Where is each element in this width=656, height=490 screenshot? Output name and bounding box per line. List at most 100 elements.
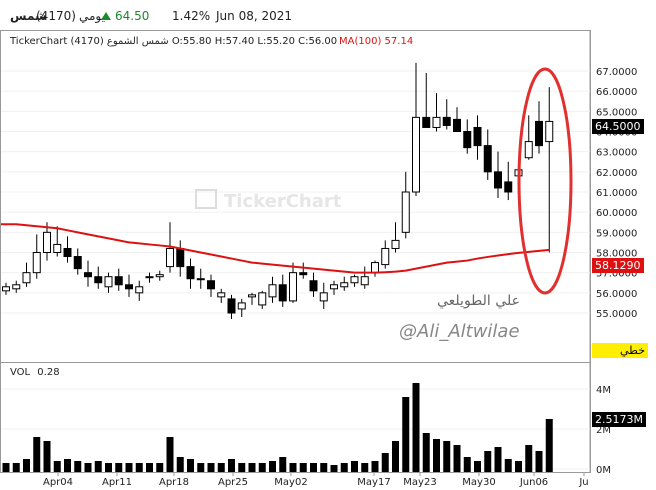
candle [104, 272, 113, 293]
volume-bar [258, 463, 266, 472]
volume-bar [84, 463, 92, 472]
up-arrow-icon [101, 12, 111, 20]
current-price-box: 64.5000 [592, 119, 644, 134]
candle [350, 274, 359, 287]
quote-header: شمس (4170) يومي 64.50 1.42% Jun 08, 2021 [0, 0, 656, 32]
volume-bar [2, 463, 10, 472]
candle [207, 274, 215, 297]
volume-label: VOL 0.28 [10, 367, 60, 378]
price-tick-label: 67.0000 [596, 67, 637, 78]
candle [319, 282, 328, 309]
candle [330, 280, 338, 295]
symbol-code: (4170) [36, 9, 76, 23]
volume-bar [381, 453, 389, 472]
candle [32, 234, 41, 279]
ma-value: 57.14 [384, 36, 414, 47]
volume-bar [453, 445, 461, 472]
volume-bar [166, 437, 174, 472]
watermark-handle: @Ali_Altwilae [399, 321, 520, 342]
brand-label: TickerChart [10, 36, 68, 47]
price-tick-label: 56.0000 [596, 289, 637, 300]
volume-bar [33, 437, 41, 472]
x-axis-label: Apr25 [218, 477, 248, 488]
volume-bar [12, 463, 20, 472]
x-axis-label: Apr04 [43, 477, 73, 488]
candle [268, 276, 277, 303]
price-tick-label: 58.0000 [596, 249, 637, 260]
volume-bar [504, 459, 512, 472]
price-tick-label: 55.0000 [596, 309, 637, 320]
candle [524, 115, 533, 160]
volume-bar [176, 457, 184, 472]
watermark-brand: TickerChart [224, 191, 342, 212]
watermark-logo [195, 189, 217, 209]
candle [145, 272, 154, 283]
candle [114, 268, 123, 291]
volume-bar [248, 463, 256, 472]
volume-bar [422, 433, 430, 472]
quote-date: Jun 08, 2021 [216, 9, 293, 23]
volume-bar [125, 463, 133, 472]
candle [155, 270, 164, 281]
candle [432, 93, 441, 132]
candle [463, 119, 472, 154]
candle [22, 262, 31, 287]
volume-bar [474, 461, 481, 472]
candle [73, 248, 82, 275]
volume-bar [525, 445, 533, 472]
candle [227, 294, 236, 320]
volume-bar [535, 451, 543, 472]
volume-bar [351, 461, 358, 472]
candle [309, 272, 318, 297]
candle [94, 266, 103, 289]
candle [237, 298, 246, 318]
volume-tick-label: 4M [596, 385, 611, 396]
price-tick-label: 66.0000 [596, 87, 637, 98]
candle [278, 274, 287, 307]
volume-tick-label: 2M [596, 425, 611, 436]
volume-bar [361, 463, 369, 472]
candle [442, 99, 451, 130]
candle [412, 62, 420, 197]
volume-bar [217, 463, 225, 472]
change-percent: 1.42% [172, 9, 211, 23]
volume-bar [94, 461, 102, 472]
price-tick-label: 63.0000 [596, 148, 637, 159]
candle [248, 292, 256, 305]
volume-bar [23, 459, 30, 472]
volume-indicator-value: 0.28 [37, 367, 60, 378]
volume-bar [484, 451, 492, 472]
ma-label: MA(100) [339, 36, 382, 47]
candle [12, 280, 21, 293]
price-tick-label: 59.0000 [596, 228, 637, 239]
candle [53, 226, 62, 257]
series-description: شمس الشموع (4170) O:55.80 H:57.40 L:55.2… [70, 36, 338, 47]
last-price: 64.50 [115, 9, 150, 23]
candle [473, 115, 482, 160]
volume-bar [43, 441, 51, 472]
candle [535, 101, 543, 154]
candle [217, 288, 226, 303]
candle [545, 87, 554, 253]
candle [196, 268, 205, 289]
volume-bar [197, 463, 205, 472]
volume-bar [330, 465, 338, 472]
volume-bar [207, 463, 215, 472]
volume-bar [433, 439, 440, 472]
candle [401, 171, 410, 239]
volume-bar [320, 463, 328, 472]
candle [422, 73, 431, 128]
volume-bar [443, 441, 451, 472]
volume-bar [310, 463, 317, 472]
candle [258, 290, 267, 309]
x-axis-label: May17 [357, 477, 390, 488]
candle [176, 240, 185, 277]
volume-bar [371, 461, 379, 472]
line-type-label[interactable]: خطي [592, 343, 648, 358]
candle [453, 107, 461, 133]
candle [2, 282, 10, 295]
volume-bar [146, 463, 153, 472]
volume-bar [105, 463, 112, 472]
volume-bar [545, 419, 553, 472]
